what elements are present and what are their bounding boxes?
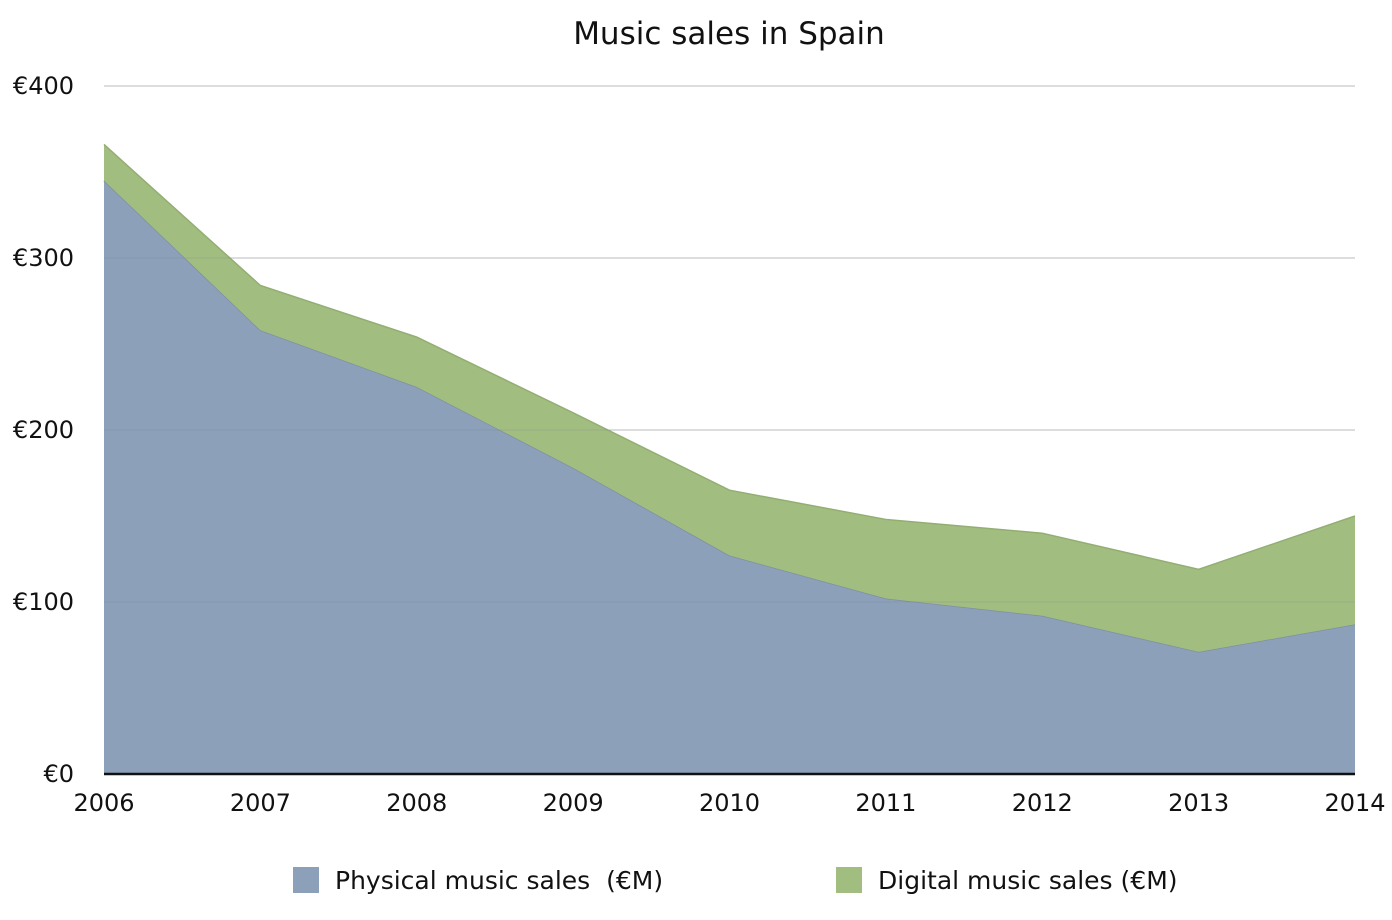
x-tick-label: 2013 bbox=[1168, 789, 1229, 817]
legend-swatch-physical bbox=[293, 867, 319, 893]
x-tick-label: 2011 bbox=[855, 789, 916, 817]
legend: Physical music sales (€M) Digital music s… bbox=[293, 866, 1178, 895]
x-tick-label: 2006 bbox=[73, 789, 134, 817]
y-tick-label: €0 bbox=[43, 760, 74, 788]
y-tick-labels: €0 €100 €200 €300 €400 bbox=[13, 72, 74, 788]
series-area-digital bbox=[104, 144, 1355, 652]
legend-label-digital: Digital music sales (€M) bbox=[878, 866, 1178, 895]
stacked-areas bbox=[103, 85, 1356, 775]
x-tick-label: 2007 bbox=[230, 789, 291, 817]
x-tick-label: 2009 bbox=[543, 789, 604, 817]
x-tick-label: 2010 bbox=[699, 789, 760, 817]
x-tick-label: 2014 bbox=[1324, 789, 1385, 817]
y-tick-label: €300 bbox=[13, 244, 74, 272]
legend-swatch-digital bbox=[836, 867, 862, 893]
x-tick-label: 2008 bbox=[386, 789, 447, 817]
y-tick-label: €200 bbox=[13, 416, 74, 444]
series-area-physical bbox=[104, 180, 1355, 775]
chart-title: Music sales in Spain bbox=[573, 16, 885, 52]
y-tick-label: €400 bbox=[13, 72, 74, 100]
y-tick-label: €100 bbox=[13, 588, 74, 616]
x-tick-labels: 2006 2007 2008 2009 2010 2011 2012 2013 2014 bbox=[73, 789, 1385, 817]
series-edge-digital bbox=[103, 143, 1356, 571]
x-tick-label: 2012 bbox=[1012, 789, 1073, 817]
legend-label-physical: Physical music sales (€M) bbox=[335, 866, 663, 895]
